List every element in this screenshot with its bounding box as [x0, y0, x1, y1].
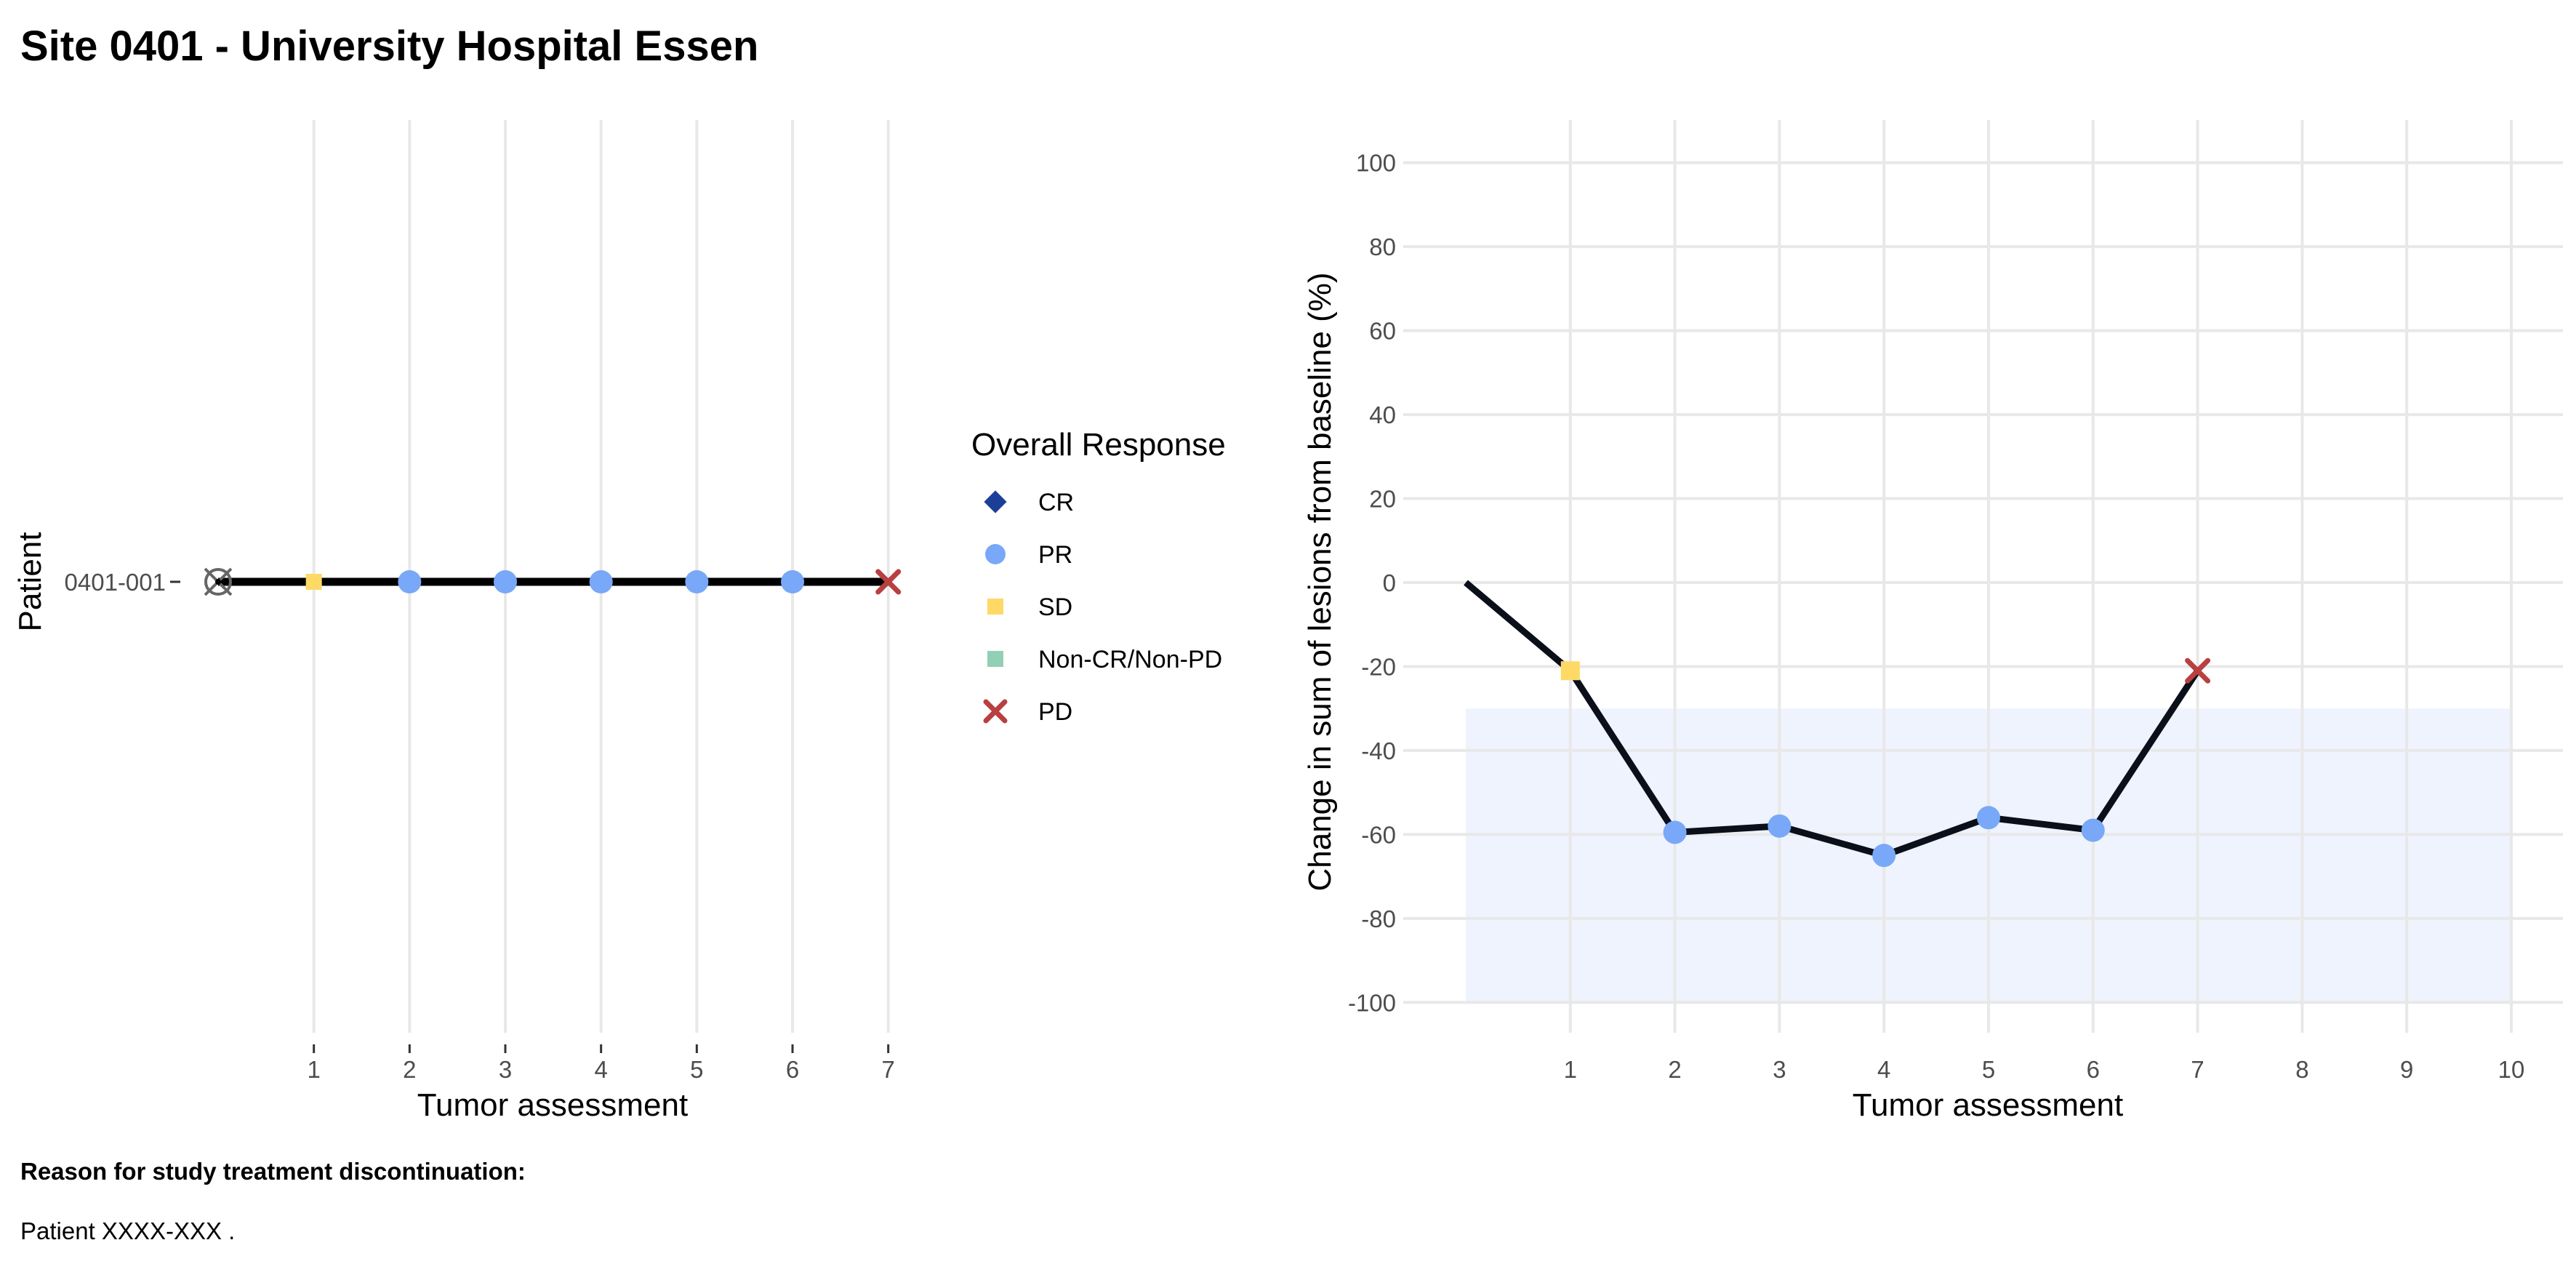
- discontinuation-heading: Reason for study treatment discontinuati…: [20, 1158, 526, 1185]
- legend-key-pd-stroke: [983, 699, 1008, 724]
- legend-key-sd: [987, 599, 1003, 615]
- swimmer-marks: [204, 567, 902, 596]
- swimmer-point-sd: [305, 574, 322, 590]
- change-point-pd-stroke: [2185, 657, 2211, 684]
- change-point-sd: [1560, 661, 1580, 681]
- change-y-tick-label: -60: [1361, 821, 1396, 848]
- change-x-tick-label: 3: [1773, 1056, 1786, 1083]
- change-grid: [1403, 120, 2563, 1033]
- change-y-tick-label: 100: [1356, 150, 1396, 177]
- swimmer-point-pr: [589, 570, 613, 593]
- swimmer-x-tick-label: 6: [786, 1056, 799, 1083]
- legend-label: PD: [1038, 698, 1072, 726]
- change-point-pr: [1663, 820, 1687, 844]
- legend-key-pr: [985, 544, 1006, 564]
- change-x-tick-label: 9: [2400, 1056, 2413, 1083]
- change-x-tick-label: 10: [2498, 1056, 2525, 1083]
- change-y-tick-label: 0: [1383, 569, 1396, 596]
- legend-items: CR PR SD Non-CR/Non-PD PD: [983, 489, 1222, 726]
- swimmer-point-pr: [781, 570, 805, 593]
- legend-label: Non-CR/Non-PD: [1038, 646, 1222, 673]
- target-ring: [204, 568, 232, 596]
- change-marks: [1464, 580, 2211, 868]
- legend-key-non-cr-non-pd: [987, 651, 1003, 667]
- swimmer-point-pd-stroke: [875, 569, 902, 595]
- swimmer-x-tick-label: 1: [307, 1056, 320, 1083]
- change-x-tick-label: 8: [2295, 1056, 2308, 1083]
- swimmer-y-tick-label: 0401-001: [65, 569, 166, 596]
- change-point-pr: [1768, 814, 1791, 838]
- change-point-pr: [1977, 806, 2000, 830]
- swimmer-y-axis-title: Patient: [12, 532, 48, 632]
- swimmer-point-pr: [494, 570, 518, 593]
- change-x-tick-label: 5: [1982, 1056, 1995, 1083]
- change-x-ticks: 1 2 3 4 5 6 7 8 9 10: [1564, 1056, 2525, 1083]
- change-x-tick-label: 4: [1877, 1056, 1890, 1083]
- change-y-tick-label: -20: [1361, 653, 1396, 680]
- swimmer-x-tick-label: 3: [499, 1056, 512, 1083]
- discontinuation-text: Patient XXXX-XXX .: [20, 1217, 236, 1244]
- change-point-pr: [1872, 844, 1896, 868]
- swimmer-x-ticks: 1 2 3 4 5 6 7: [307, 1044, 895, 1083]
- target-dot: [215, 579, 221, 585]
- legend-label: PR: [1038, 541, 1072, 569]
- change-x-axis-title: Tumor assessment: [1853, 1087, 2123, 1123]
- change-y-tick-label: 60: [1369, 318, 1396, 345]
- change-plot: 100 80 60 40 20 0 -20 -40 -60 -80 -100 1 2 3 4 5 6 7 8 9 10…: [1302, 120, 2563, 1123]
- discontinuation-target-icon: [204, 567, 233, 596]
- legend-label: CR: [1038, 489, 1074, 516]
- legend: Overall Response CR PR SD Non-CR/Non-PD PD: [971, 427, 1226, 726]
- legend-label: SD: [1038, 593, 1072, 621]
- change-y-tick-label: 40: [1369, 401, 1396, 428]
- change-x-tick-label: 2: [1668, 1056, 1681, 1083]
- swimmer-point-pr: [685, 570, 709, 593]
- swimmer-y-ticks: 0401-001: [65, 569, 180, 596]
- swimmer-x-axis-title: Tumor assessment: [417, 1087, 688, 1123]
- change-point-pr: [2081, 818, 2105, 842]
- change-y-tick-label: 80: [1369, 233, 1396, 260]
- swimmer-x-tick-label: 4: [595, 1056, 608, 1083]
- legend-key-cr: [984, 490, 1007, 513]
- change-x-tick-label: 6: [2087, 1056, 2100, 1083]
- swimmer-x-tick-label: 2: [403, 1056, 416, 1083]
- change-y-tick-label: 20: [1369, 486, 1396, 513]
- swimmer-x-tick-label: 5: [690, 1056, 703, 1083]
- change-x-tick-label: 1: [1564, 1056, 1577, 1083]
- change-series-line: [1464, 580, 2201, 859]
- change-y-tick-label: -100: [1348, 989, 1396, 1016]
- page-title: Site 0401 - University Hospital Essen: [20, 23, 759, 70]
- swimmer-point-pd: [875, 569, 902, 595]
- change-y-tick-label: -40: [1361, 737, 1396, 764]
- swimmer-x-tick-label: 7: [882, 1056, 895, 1083]
- change-x-tick-label: 7: [2191, 1056, 2204, 1083]
- legend-title: Overall Response: [971, 427, 1226, 463]
- change-y-ticks: 100 80 60 40 20 0 -20 -40 -60 -80 -100: [1348, 150, 1396, 1017]
- legend-key-pd: [983, 699, 1008, 724]
- change-y-axis-title: Change in sum of lesions from baseline (…: [1302, 272, 1338, 891]
- swimmer-point-pr: [398, 570, 422, 593]
- change-y-tick-label: -80: [1361, 905, 1396, 932]
- change-point-pd: [2185, 657, 2211, 684]
- swimmer-plot: Patient Tumor assessment 1 2 3 4 5 6 7 0401-00…: [12, 120, 902, 1123]
